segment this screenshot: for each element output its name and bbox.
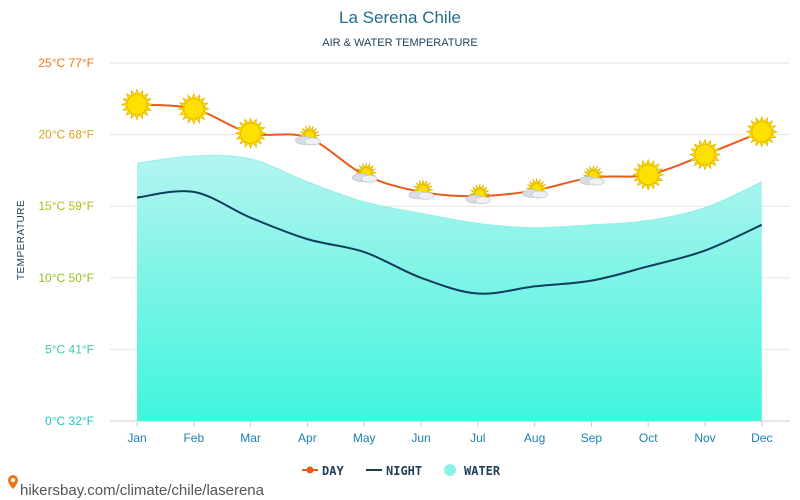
legend-item-water: WATER [444, 464, 501, 478]
x-tick-label: Oct [639, 431, 658, 445]
partly-cloudy-icon [579, 165, 605, 186]
y-tick-label: 0°C 32°F [45, 414, 94, 428]
chart-title: La Serena Chile [339, 8, 461, 27]
partly-cloudy-icon [465, 184, 492, 205]
x-tick-label: Aug [524, 431, 545, 445]
x-tick-label: May [353, 431, 376, 445]
sun-icon [632, 158, 665, 191]
x-tick-label: Jun [411, 431, 430, 445]
sun-disc [240, 122, 262, 144]
cloud-shape [531, 190, 548, 199]
source-link[interactable]: hikersbay.com/climate/chile/laserena [8, 475, 265, 499]
cloud-shape [417, 192, 435, 200]
legend-label: WATER [464, 464, 501, 478]
cloud-shape [588, 177, 605, 186]
legend[interactable]: DAY NIGHT WATER [302, 464, 501, 478]
legend-label: DAY [322, 464, 344, 478]
x-tick-label: Apr [298, 431, 317, 445]
sun-disc [694, 144, 716, 166]
legend-swatch [444, 464, 456, 476]
x-tick-label: Feb [183, 431, 204, 445]
y-tick-label: 15°C 59°F [38, 199, 94, 213]
location-pin-dot [11, 478, 15, 482]
sun-icon [177, 92, 210, 125]
y-tick-label: 20°C 68°F [38, 128, 94, 142]
y-tick-label: 25°C 77°F [38, 56, 94, 70]
cloud-shape [474, 196, 492, 204]
y-tick-label: 5°C 41°F [45, 342, 94, 356]
cloud-shape [304, 137, 321, 146]
x-tick-label: Jan [127, 431, 146, 445]
source-text[interactable]: hikersbay.com/climate/chile/laserena [20, 482, 265, 499]
chart-subtitle: AIR & WATER TEMPERATURE [322, 37, 477, 49]
partly-cloudy-icon [522, 178, 548, 199]
legend-item-night: NIGHT [366, 464, 422, 478]
water-area-edge [136, 155, 763, 229]
legend-item-day: DAY [302, 464, 344, 478]
y-tick-label: 10°C 50°F [38, 271, 94, 285]
weather-icons [120, 88, 778, 205]
partly-cloudy-icon [295, 125, 321, 146]
x-tick-label: Jul [470, 431, 485, 445]
sun-icon [688, 138, 722, 171]
sun-icon [120, 88, 154, 121]
night-series-line [136, 190, 763, 295]
sun-disc [637, 164, 659, 186]
partly-cloudy-icon [408, 179, 435, 200]
partly-cloudy-icon [351, 162, 378, 183]
sun-disc [751, 121, 773, 143]
x-tick-label: Mar [240, 431, 261, 445]
y-axis-label: TEMPERATURE [16, 200, 27, 280]
sun-icon [745, 115, 778, 148]
legend-marker [306, 466, 314, 474]
y-tick-labels: 0°C 32°F 5°C 41°F 10°C 50°F 15°C 59°F 20°C 6… [38, 56, 94, 428]
sun-icon [234, 117, 267, 150]
x-tick-label: Sep [581, 431, 603, 445]
legend-label: NIGHT [386, 464, 422, 478]
x-tick-label: Dec [751, 431, 772, 445]
x-tick-labels: Jan Feb Mar Apr May Jun Jul Aug Sep Oct Nov Dec [127, 421, 772, 445]
cloud-shape [360, 174, 378, 183]
sun-disc [126, 94, 148, 115]
x-tick-label: Nov [694, 431, 715, 445]
sun-disc [183, 98, 205, 120]
